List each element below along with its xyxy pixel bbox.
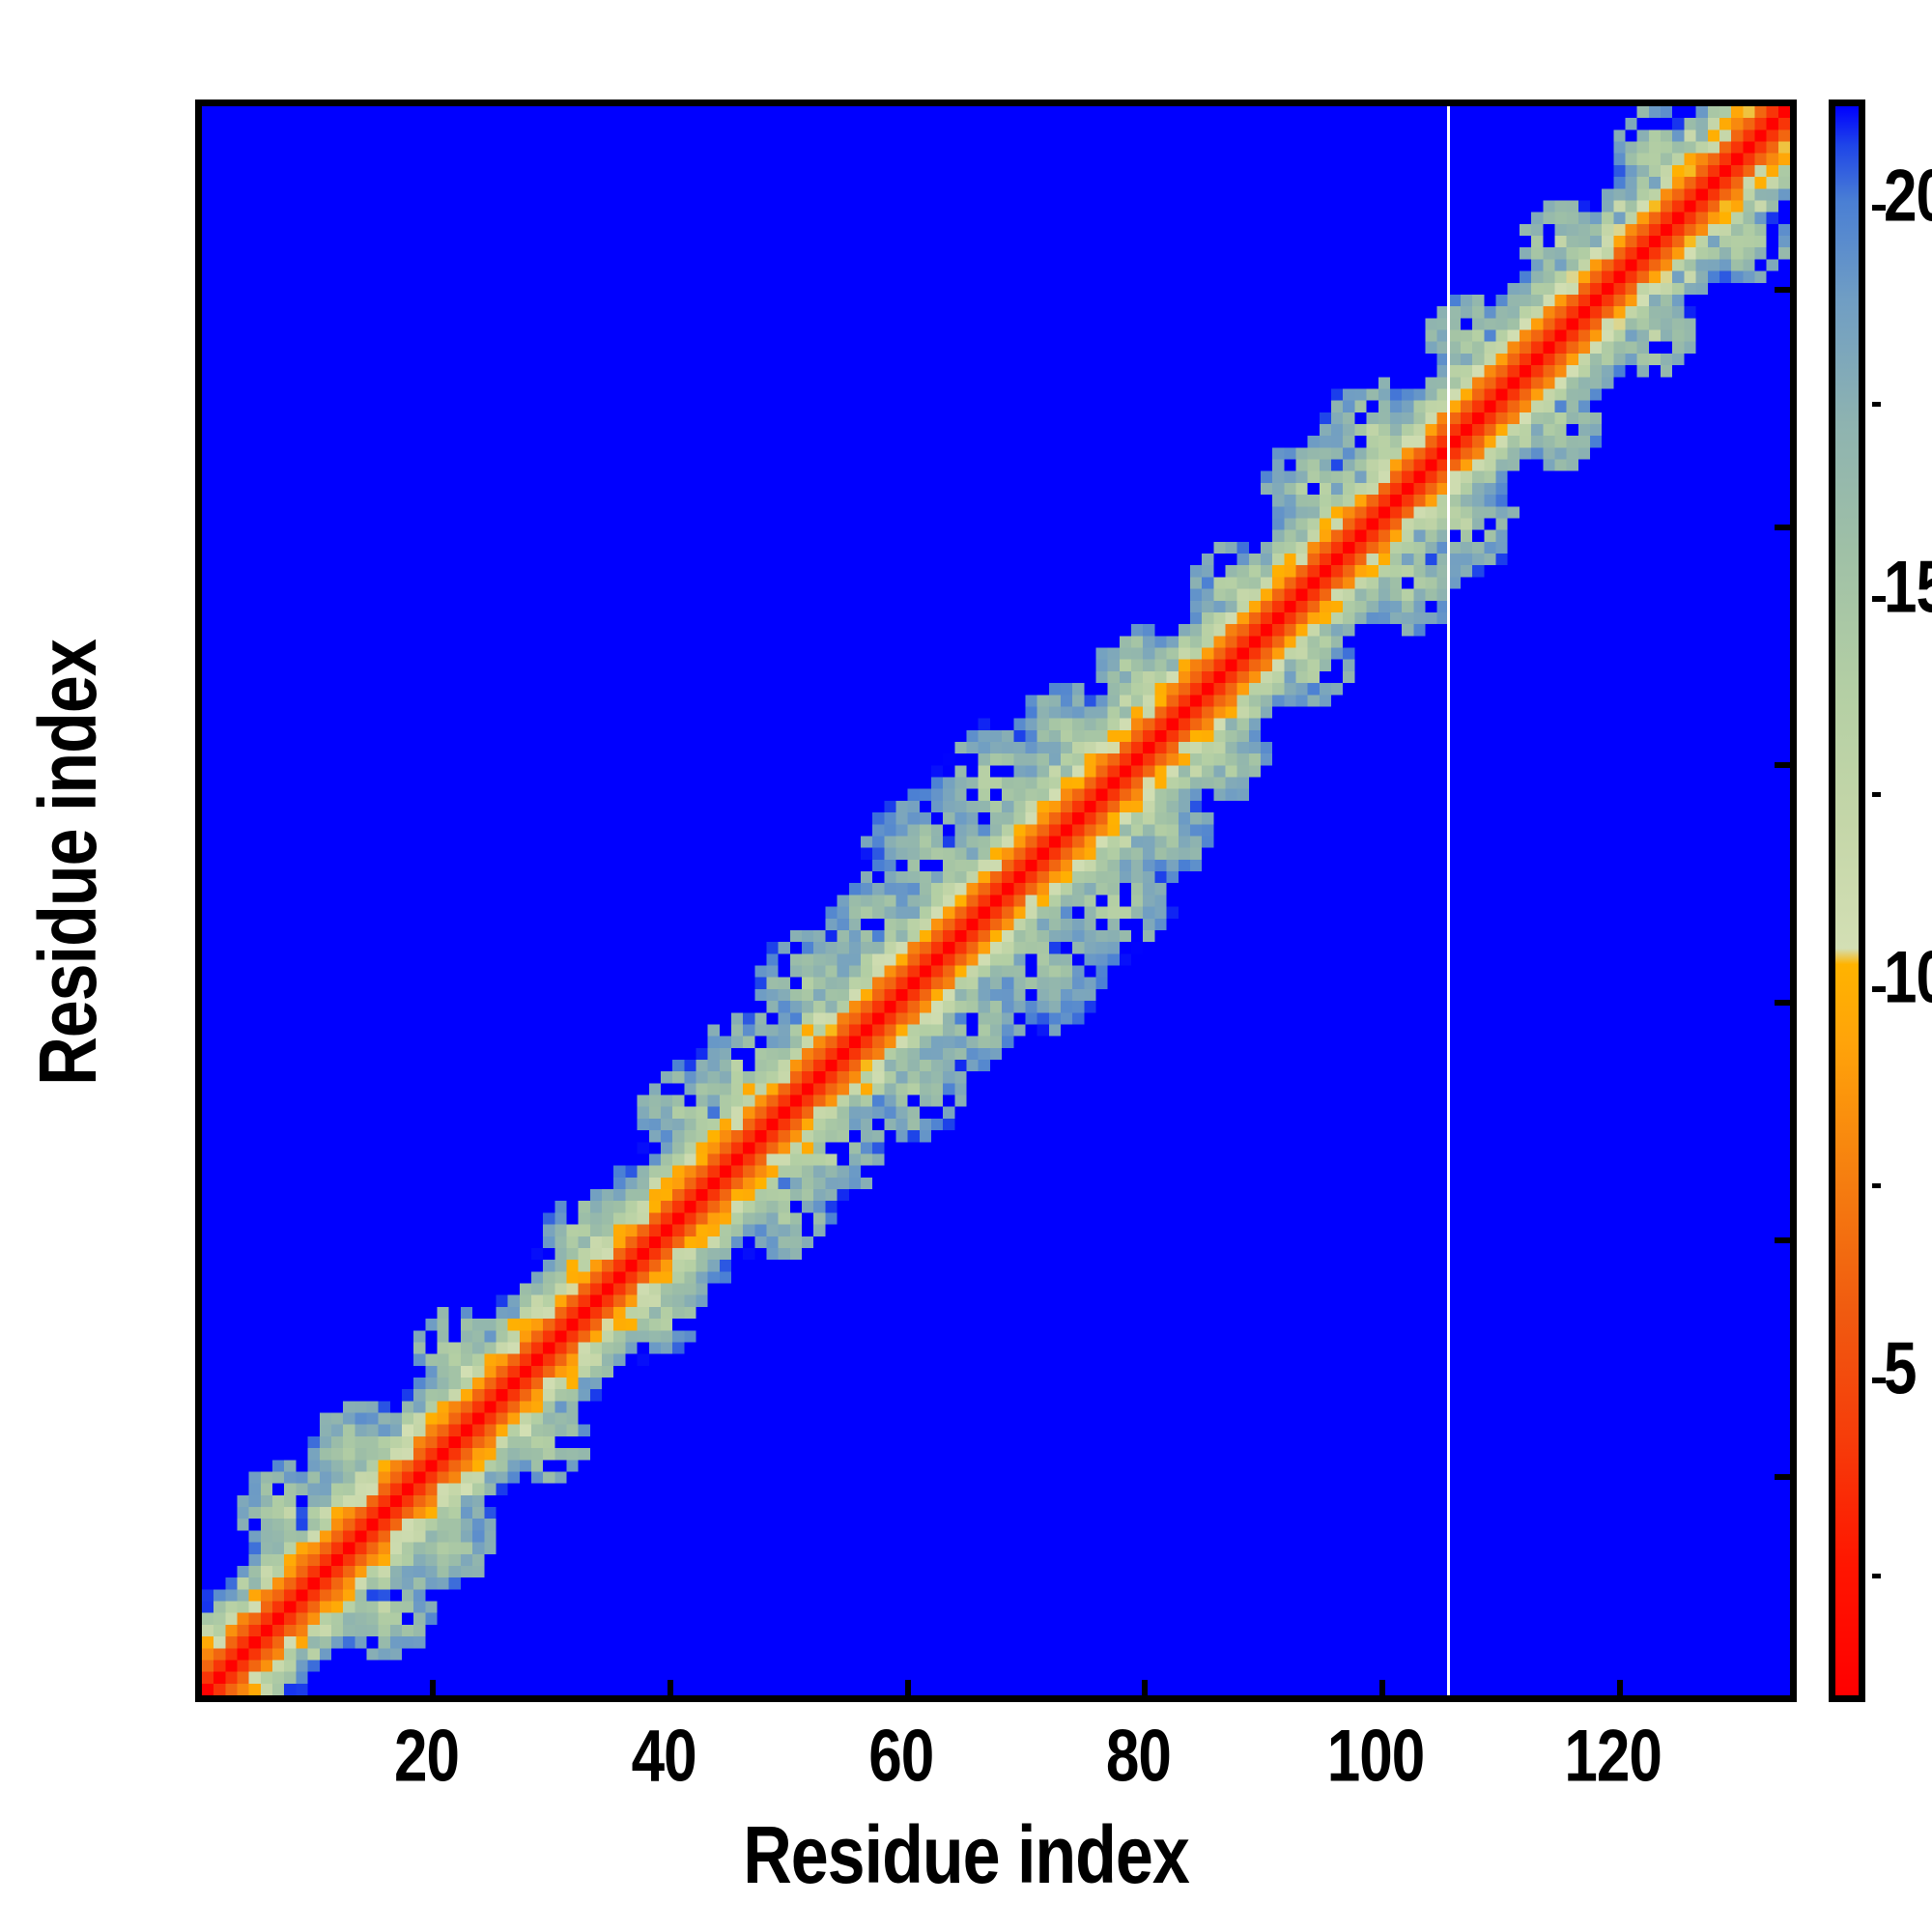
colorbar-minor-tick xyxy=(1872,1574,1881,1579)
y-tick-120 xyxy=(1775,287,1790,294)
y-tick-20 xyxy=(1775,1474,1790,1481)
colorbar-minor-tick xyxy=(1872,792,1881,798)
annotation-vline xyxy=(1446,106,1450,1695)
colorbar-label-20: 20 xyxy=(1884,156,1932,238)
x-tick-80 xyxy=(1142,1680,1149,1695)
x-axis-title: Residue index xyxy=(743,1809,1190,1900)
x-tick-40 xyxy=(668,1680,674,1695)
colorbar-gradient xyxy=(1835,106,1859,1695)
colorbar-label-10: 10 xyxy=(1884,937,1932,1020)
y-tick-60 xyxy=(1775,999,1790,1006)
colorbar-minor-tick xyxy=(1872,1182,1881,1188)
x-tick-label-80: 80 xyxy=(1105,1716,1172,1798)
y-axis-title-wrapper: Residue index xyxy=(22,61,113,1664)
x-tick-label-100: 100 xyxy=(1326,1716,1425,1798)
x-tick-100 xyxy=(1379,1680,1385,1695)
x-tick-label-20: 20 xyxy=(394,1716,460,1798)
x-tick-60 xyxy=(904,1680,911,1695)
colorbar xyxy=(1829,99,1886,1702)
x-tick-120 xyxy=(1616,1680,1623,1695)
heatmap-plot-area xyxy=(195,99,1797,1702)
x-tick-label-60: 60 xyxy=(868,1716,934,1798)
x-tick-20 xyxy=(430,1680,437,1695)
x-tick-label-120: 120 xyxy=(1564,1716,1662,1798)
colorbar-tick-15 xyxy=(1872,595,1886,602)
colorbar-tick-20 xyxy=(1872,205,1886,212)
y-axis-title: Residue index xyxy=(22,639,113,1086)
colorbar-tick-5 xyxy=(1872,1378,1886,1384)
colorbar-label-15: 15 xyxy=(1884,547,1932,629)
x-tick-label-40: 40 xyxy=(631,1716,697,1798)
colorbar-minor-tick xyxy=(1872,401,1881,407)
y-tick-100 xyxy=(1775,525,1790,531)
colorbar-label-5: 5 xyxy=(1884,1328,1917,1410)
heatmap-image xyxy=(202,106,1790,1695)
y-tick-40 xyxy=(1775,1236,1790,1243)
colorbar-tick-10 xyxy=(1872,986,1886,993)
y-tick-80 xyxy=(1775,762,1790,769)
